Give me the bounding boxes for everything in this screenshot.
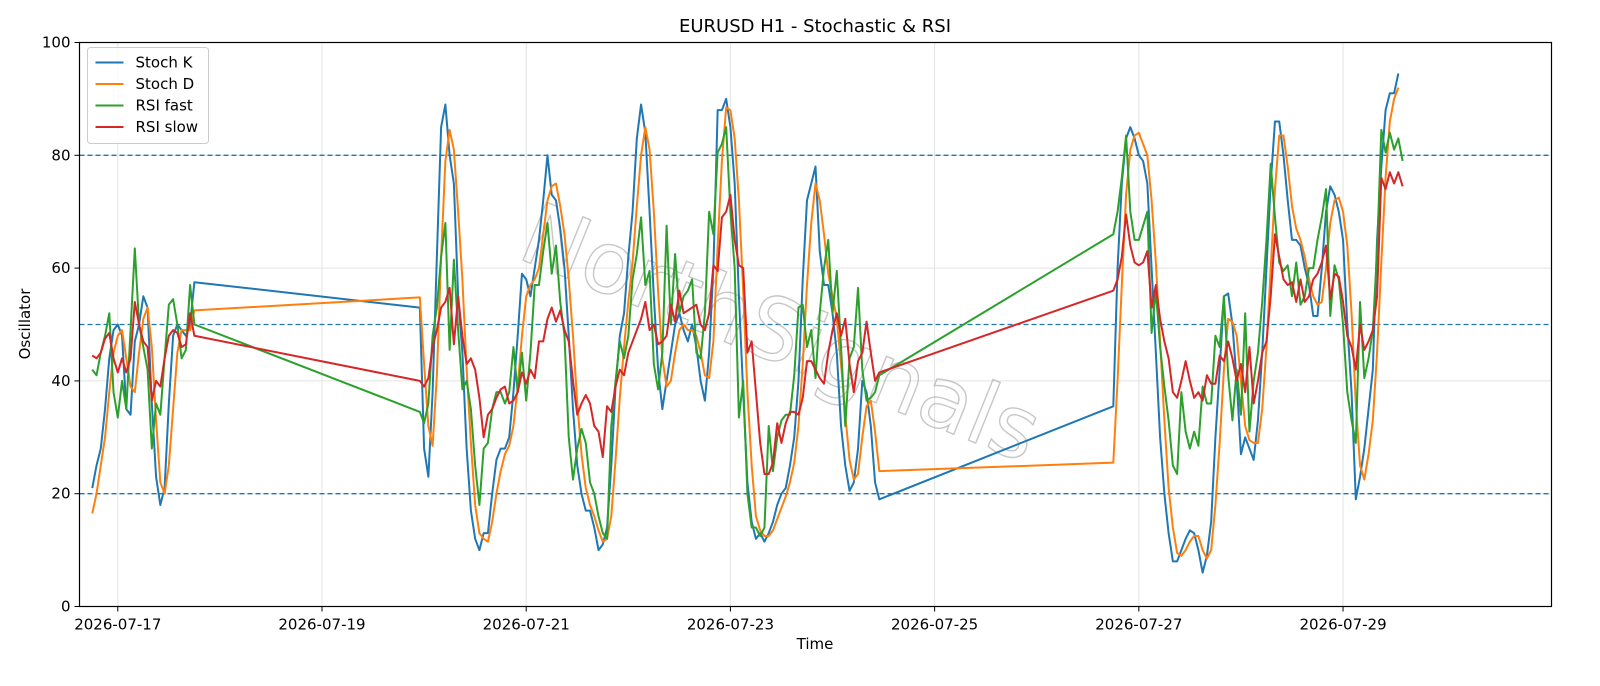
x-tick-label: 2026-07-19 bbox=[278, 616, 365, 634]
x-tick-label: 2026-07-21 bbox=[483, 616, 570, 634]
plot-frame bbox=[78, 41, 1553, 608]
x-tick-label: 2026-07-17 bbox=[74, 616, 161, 634]
chart-title: EURUSD H1 - Stochastic & RSI bbox=[679, 16, 951, 37]
legend-box bbox=[87, 47, 209, 144]
legend-label-stoch-d: Stoch D bbox=[136, 75, 195, 93]
legend: Stoch K Stoch D RSI fast RSI slow bbox=[87, 47, 209, 144]
legend-label-rsi-slow: RSI slow bbox=[136, 118, 199, 136]
y-tick-label: 40 bbox=[51, 372, 70, 390]
series-line-stoch-k bbox=[91, 73, 1400, 574]
y-tick-label: 100 bbox=[42, 34, 71, 52]
series-lines bbox=[91, 73, 1404, 574]
y-axis-ticks: 0 20 40 60 80 100 bbox=[42, 34, 80, 616]
series-line-stoch-d bbox=[91, 87, 1400, 560]
x-axis-ticks: 2026-07-17 2026-07-19 2026-07-21 2026-07-23… bbox=[74, 606, 1387, 634]
legend-label-rsi-fast: RSI fast bbox=[136, 97, 193, 115]
y-tick-label: 20 bbox=[51, 485, 70, 503]
x-tick-label: 2026-07-23 bbox=[687, 616, 774, 634]
x-axis-label: Time bbox=[796, 635, 834, 653]
y-axis-label: Oscillator bbox=[16, 288, 34, 360]
legend-label-stoch-k: Stoch K bbox=[136, 54, 194, 72]
reference-lines bbox=[79, 154, 1552, 495]
y-tick-label: 0 bbox=[61, 598, 71, 616]
y-tick-label: 60 bbox=[51, 259, 70, 277]
y-tick-label: 80 bbox=[51, 146, 70, 164]
x-tick-label: 2026-07-29 bbox=[1299, 616, 1386, 634]
x-tick-label: 2026-07-27 bbox=[1095, 616, 1182, 634]
series-line-rsi-slow bbox=[91, 171, 1404, 475]
x-tick-label: 2026-07-25 bbox=[891, 616, 978, 634]
